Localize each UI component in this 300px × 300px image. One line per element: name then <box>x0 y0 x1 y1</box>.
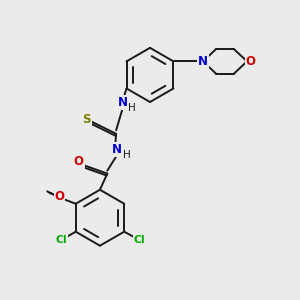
Text: N: N <box>112 143 122 156</box>
Text: N: N <box>118 96 128 109</box>
Text: N: N <box>198 55 208 68</box>
Text: S: S <box>82 112 91 126</box>
Text: Cl: Cl <box>134 235 145 245</box>
Text: O: O <box>55 190 64 203</box>
Text: O: O <box>74 155 84 168</box>
Text: O: O <box>246 55 256 68</box>
Text: H: H <box>128 103 136 112</box>
Text: H: H <box>123 150 130 160</box>
Text: Cl: Cl <box>55 235 67 245</box>
